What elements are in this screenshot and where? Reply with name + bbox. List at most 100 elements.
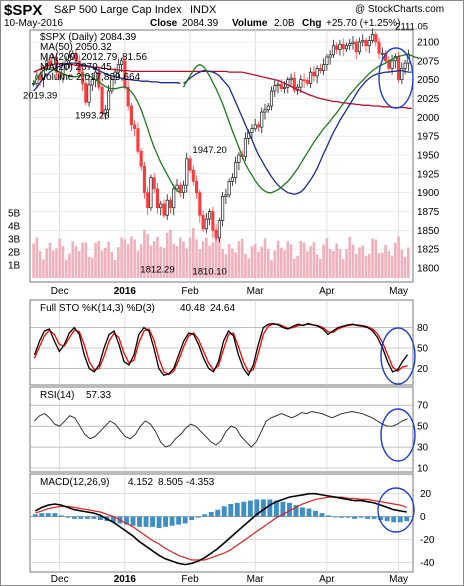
candle-body: [286, 79, 290, 88]
legend-ma50: MA(50) 2050.32: [40, 42, 112, 53]
volume-bar: [32, 243, 35, 278]
macd-hist-bar: [215, 509, 221, 517]
candle-body: [351, 41, 355, 44]
volume-bar: [45, 248, 48, 278]
volume-bar: [270, 260, 273, 278]
candle-body: [159, 203, 163, 209]
macd-hist-bar: [97, 516, 103, 520]
macd-hist-bar: [280, 501, 286, 517]
volume-bar: [387, 251, 391, 278]
macd-hist-bar: [91, 516, 97, 519]
volume-bar: [279, 247, 283, 278]
candle-body: [165, 199, 169, 216]
volume-bar: [192, 227, 195, 278]
macd-hist-bar: [111, 516, 116, 523]
volume-bar: [293, 258, 296, 278]
volume-bar: [237, 241, 241, 278]
volume-bar: [159, 246, 163, 278]
macd-hist-bar: [45, 513, 51, 517]
candle-body: [162, 203, 166, 216]
volume-bar: [172, 243, 176, 278]
volume-bar: [211, 242, 215, 278]
candle-body: [237, 154, 241, 163]
candle-body: [361, 40, 365, 43]
volume-bar: [136, 250, 140, 278]
candle-body: [139, 150, 143, 167]
candle-body: [335, 45, 339, 50]
macd-hist-bar: [378, 516, 384, 520]
candle-body: [256, 124, 261, 128]
candle-body: [224, 194, 228, 197]
volume-bar: [84, 242, 88, 278]
macd-hist-bar: [52, 513, 58, 517]
candle-body: [344, 45, 349, 50]
macd-hist-bar: [339, 516, 345, 518]
volume-bar: [221, 249, 224, 278]
volume-bar: [299, 241, 303, 278]
candle-body: [67, 56, 72, 62]
volume-bar: [273, 250, 277, 278]
candle-body: [338, 43, 342, 50]
candle-body: [152, 177, 156, 190]
candle-body: [172, 188, 176, 209]
volume-bar: [100, 250, 104, 278]
macd-hist-bar: [84, 516, 90, 519]
price-tick-label: 2025: [417, 94, 440, 105]
volume-bar: [306, 251, 309, 278]
x-tick-label-bottom: Apr: [319, 574, 335, 585]
price-tick-label: 1975: [417, 132, 440, 143]
x-tick-label-bottom: May: [389, 574, 408, 585]
price-annotation: 1810.10: [192, 266, 226, 277]
price-tick-label: 1850: [417, 226, 440, 237]
candle-body: [302, 79, 306, 82]
candle-body: [211, 211, 215, 231]
candle-body: [201, 214, 205, 230]
macd-hist-bar: [273, 500, 279, 517]
sto-label: Full STO %K(14,3) %D(3): [40, 303, 155, 314]
volume-bar: [224, 254, 228, 278]
candle-body: [273, 85, 277, 92]
candle-body: [331, 45, 335, 56]
price-annotation: 1993.26: [75, 110, 109, 121]
candle-body: [276, 83, 280, 87]
volume-bar: [403, 256, 407, 278]
price-annotation: 2019.39: [23, 91, 57, 102]
volume-bar: [110, 251, 114, 278]
volume-bar: [394, 242, 397, 278]
candle-body: [208, 211, 212, 220]
volume-bar: [68, 253, 71, 278]
macd-label: MACD(12,26,9): [40, 477, 109, 488]
candle-body: [181, 184, 186, 194]
candle-body: [299, 79, 303, 88]
volume-bar: [218, 234, 221, 278]
price-tick-label: 1875: [417, 207, 440, 218]
volume-bar: [377, 253, 381, 278]
macd-hist-bar: [365, 516, 371, 519]
volume-bar: [312, 242, 316, 278]
macd-hist-bar: [228, 504, 234, 517]
macd-tick-label: -40: [420, 558, 435, 569]
candle-body: [348, 43, 352, 47]
volume-bar: [113, 259, 117, 278]
candle-body: [142, 165, 146, 194]
volume-bar: [361, 245, 365, 278]
volume-bar: [97, 240, 101, 278]
volume-bar: [208, 245, 211, 278]
macd-panel: [29, 473, 414, 573]
volume-bar: [247, 258, 250, 278]
candle-body: [64, 60, 68, 65]
x-tick-label-top: Mar: [247, 286, 265, 297]
candle-body: [97, 71, 101, 88]
macd-hist-bar: [404, 516, 410, 522]
macd-hist-bar: [326, 515, 331, 517]
volume-bar: [130, 236, 133, 278]
volume-bar: [381, 252, 384, 278]
volume-bar: [175, 246, 179, 278]
volume-bar: [328, 249, 332, 278]
ma20-line-lead: [33, 68, 181, 194]
volume-bar: [309, 246, 312, 278]
volume-bar: [283, 250, 286, 278]
candle-body: [120, 60, 124, 65]
